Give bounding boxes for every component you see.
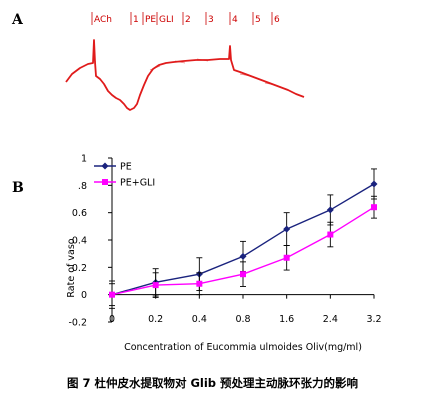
data-point [326,206,334,214]
y-tick-label: 0.2 [72,263,87,274]
data-point [152,282,159,289]
tension-trace [65,39,305,111]
series-group [108,168,378,309]
event-marker-label: GLI [159,15,174,25]
series-layer [108,168,378,309]
x-axis: 0 0.2 0.4 0.8 1.6 2.4 3.2 [109,294,382,325]
y-tick-label: 0 [81,290,87,301]
event-marker-label: ACh [94,15,112,25]
y-tick-label: 1 [81,154,87,165]
panel-a-label: A [11,12,24,28]
data-point [283,225,291,233]
legend-label: PE [120,162,132,173]
data-point [196,280,203,287]
data-point [239,252,247,260]
event-marker-label: 6 [274,15,280,25]
x-tick-label: 3.2 [366,314,381,325]
y-tick-label: .8 [78,181,87,192]
event-marker-label: 5 [255,15,261,25]
legend-marker [101,162,109,170]
event-marker-label: 1 [133,15,139,25]
y-axis-title: Rate of vaso [66,238,77,297]
event-marker-label: 4 [232,15,238,25]
panel-b-label: B [12,180,24,196]
y-tick-label: 0.6 [72,208,87,219]
legend-label: PE+GLI [120,178,155,189]
data-point [240,271,246,278]
legend-marker [102,179,108,185]
x-axis-title: Concentration of Eucommia ulmoides Oliv(… [124,342,362,353]
line-chart: -0.2 0 0.2 0.4 0.6 .8 1 0 0.2 0.4 0.8 1.6 2.4 3.2 PE… [66,154,382,354]
data-point [371,204,377,211]
series-group [109,195,377,307]
figure-caption: 图 7 杜仲皮水提取物对 Glib 预处理主动脉环张力的影响 [66,376,359,390]
x-tick-label: 0.2 [148,314,163,325]
x-tick-label: 0.8 [235,314,250,325]
x-tick-label: 0 [109,314,115,325]
data-point [109,291,115,298]
data-point [283,254,290,261]
x-tick-label: 2.4 [323,314,338,325]
x-tick-label: 1.6 [279,314,294,325]
event-marker-label: 2 [185,15,191,25]
tension-trace-texture [149,58,276,86]
event-marker-label: PE [145,15,156,25]
y-tick-label: -0.2 [68,318,87,329]
data-point [327,231,334,238]
event-markers: ACh 1 PE GLI 2 3 4 5 6 [91,12,280,25]
panel-a-trace-group: ACh 1 PE GLI 2 3 4 5 6 [65,12,305,111]
y-tick-label: 0.4 [72,236,87,247]
data-point [370,180,378,188]
event-marker-label: 3 [208,15,214,25]
legend: PE PE+GLI [94,162,155,189]
x-tick-label: 0.4 [192,314,207,325]
